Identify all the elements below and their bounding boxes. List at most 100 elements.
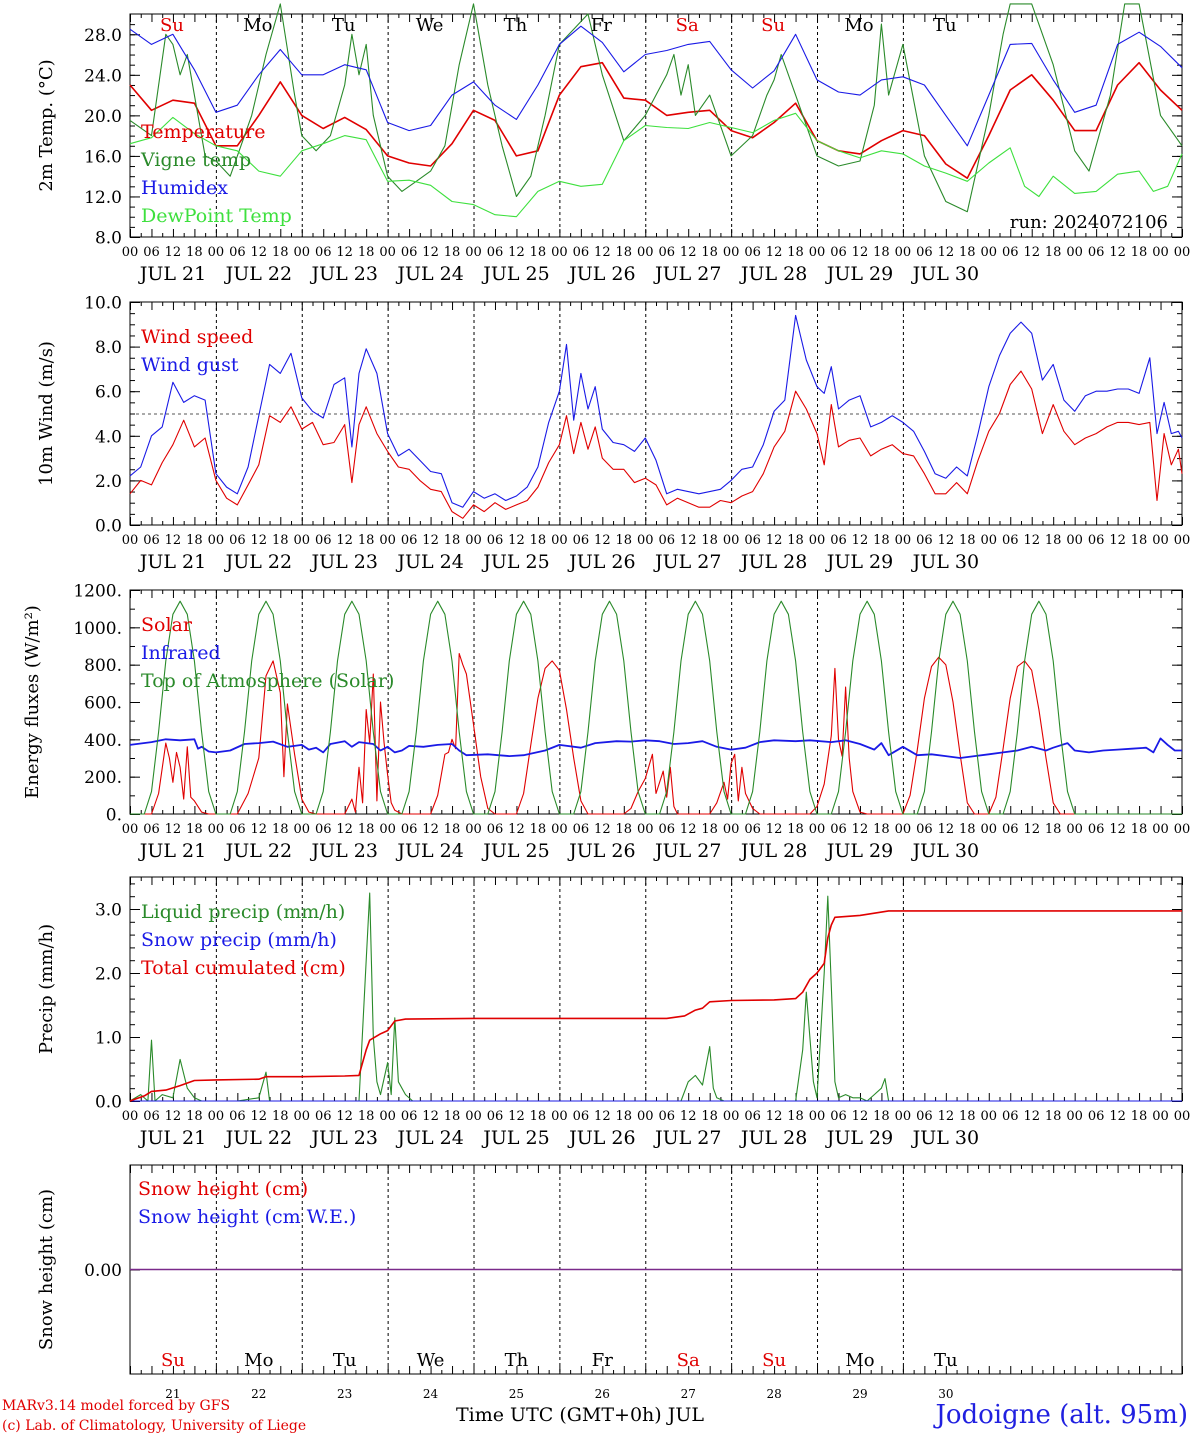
hour-tick-label: 18 — [787, 245, 804, 260]
hour-tick-label: 12 — [852, 822, 869, 837]
hour-tick-label: 06 — [401, 822, 418, 837]
hour-tick-label: 18 — [1131, 822, 1148, 837]
hour-tick-label: 00 — [637, 822, 654, 837]
hour-tick-label: 18 — [530, 245, 547, 260]
hour-tick-label: 12 — [336, 822, 353, 837]
hour-tick-label: 12 — [422, 245, 439, 260]
y-tick-label: 400. — [84, 731, 122, 751]
hour-tick-label: 12 — [766, 822, 783, 837]
hour-tick-label: 12 — [852, 245, 869, 260]
series-line-lightgreen — [129, 112, 1183, 218]
y-tick-label: 200. — [84, 768, 122, 788]
hour-tick-label: 00 — [208, 1109, 225, 1124]
hour-tick-label: 12 — [680, 245, 697, 260]
hour-tick-label: 12 — [766, 533, 783, 548]
y-tick-label: 8.0 — [95, 229, 122, 249]
date-label: JUL 25 — [481, 551, 549, 573]
y-tick-label: 0. — [106, 806, 122, 826]
hour-tick-label: 06 — [1002, 822, 1019, 837]
hour-tick-label: 12 — [422, 533, 439, 548]
hour-tick-label: 18 — [701, 245, 718, 260]
date-label: JUL 26 — [567, 840, 635, 862]
hour-tick-label: 18 — [358, 245, 375, 260]
hour-tick-label: 00 — [981, 245, 998, 260]
hour-tick-label: 12 — [680, 1109, 697, 1124]
day-number: 26 — [595, 1387, 610, 1401]
lab-credit: (c) Lab. of Climatology, University of L… — [2, 1418, 307, 1434]
hour-tick-label: 18 — [1045, 533, 1062, 548]
hour-tick-label: 18 — [444, 245, 461, 260]
hour-tick-label: 00 — [1152, 1109, 1169, 1124]
y-tick-label: 10.0 — [84, 294, 122, 314]
hour-tick-label: 12 — [852, 1109, 869, 1124]
hour-tick-label: 00 — [122, 822, 139, 837]
hour-tick-label: 18 — [701, 1109, 718, 1124]
weekday-label: We — [417, 1350, 445, 1371]
hour-tick-label: 12 — [251, 245, 268, 260]
y-tick-label: 0.0 — [95, 1093, 122, 1113]
weekday-label: Su — [160, 15, 184, 36]
hour-tick-label: 06 — [573, 822, 590, 837]
hour-tick-label: 12 — [1109, 533, 1126, 548]
y-tick-label: 1.0 — [95, 1029, 122, 1049]
hour-tick-label: 18 — [444, 1109, 461, 1124]
hour-tick-label: 00 — [637, 1109, 654, 1124]
hour-tick-label: 12 — [938, 822, 955, 837]
hour-tick-label: 18 — [701, 533, 718, 548]
hour-tick-label: 18 — [444, 822, 461, 837]
hour-tick-label: 00 — [981, 1109, 998, 1124]
hour-tick-label: 06 — [1002, 533, 1019, 548]
hour-tick-label: 12 — [422, 822, 439, 837]
hour-tick-label: 00 — [1174, 533, 1191, 548]
y-tick-label: 16.0 — [84, 147, 122, 167]
hour-tick-label: 12 — [852, 533, 869, 548]
hour-tick-label: 00 — [293, 245, 310, 260]
weekday-label: Su — [761, 15, 785, 36]
hour-tick-label: 12 — [1023, 245, 1040, 260]
hour-tick-label: 18 — [272, 533, 289, 548]
weekday-label: We — [416, 15, 444, 36]
y-tick-label: 28.0 — [84, 26, 122, 46]
hour-tick-label: 18 — [787, 533, 804, 548]
hour-tick-label: 12 — [422, 1109, 439, 1124]
y-tick-label: 2.0 — [95, 472, 122, 492]
hour-tick-label: 00 — [293, 822, 310, 837]
date-label: JUL 21 — [138, 1127, 206, 1149]
x-axis-title: Time UTC (GMT+0h) JUL — [456, 1404, 704, 1426]
hour-tick-label: 00 — [1152, 822, 1169, 837]
hour-tick-label: 18 — [358, 822, 375, 837]
hour-tick-label: 18 — [272, 1109, 289, 1124]
day-number: 30 — [938, 1387, 953, 1401]
hour-tick-label: 12 — [1109, 245, 1126, 260]
hour-tick-label: 12 — [165, 533, 182, 548]
hour-tick-label: 18 — [186, 533, 203, 548]
hour-tick-label: 12 — [938, 1109, 955, 1124]
date-label: JUL 26 — [567, 551, 635, 573]
date-label: JUL 28 — [739, 551, 807, 573]
hour-tick-label: 00 — [637, 245, 654, 260]
weekday-label: Tu — [934, 1350, 958, 1371]
date-label: JUL 27 — [653, 840, 721, 862]
hour-tick-label: 12 — [594, 533, 611, 548]
weekday-label: Fr — [591, 15, 612, 36]
date-label: JUL 24 — [395, 263, 463, 285]
date-label: JUL 22 — [224, 263, 292, 285]
hour-tick-label: 00 — [895, 822, 912, 837]
date-label: JUL 26 — [567, 1127, 635, 1149]
hour-tick-label: 00 — [551, 822, 568, 837]
hour-tick-label: 00 — [208, 533, 225, 548]
hour-tick-label: 06 — [315, 533, 332, 548]
hour-tick-label: 06 — [229, 245, 246, 260]
hour-tick-label: 18 — [530, 822, 547, 837]
hour-tick-label: 00 — [895, 533, 912, 548]
weekday-label: Su — [762, 1350, 786, 1371]
hour-tick-label: 12 — [251, 1109, 268, 1124]
hour-tick-label: 06 — [143, 245, 160, 260]
date-label: JUL 27 — [653, 263, 721, 285]
date-label: JUL 23 — [309, 1127, 377, 1149]
y-axis-label: Snow height (cm) — [36, 1189, 57, 1350]
run-label: run: 2024072106 — [1010, 212, 1168, 233]
panel-frame — [129, 13, 1183, 238]
date-label: JUL 28 — [739, 840, 807, 862]
weekday-label: Fr — [592, 1350, 613, 1371]
